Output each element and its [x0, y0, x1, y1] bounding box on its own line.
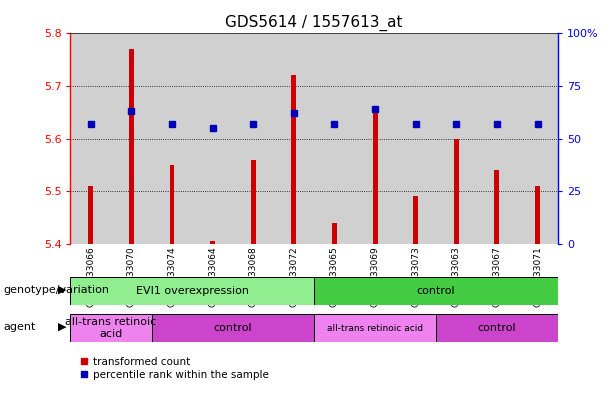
- Text: ▶: ▶: [58, 322, 66, 332]
- Text: agent: agent: [3, 322, 36, 332]
- Text: genotype/variation: genotype/variation: [3, 285, 109, 295]
- Title: GDS5614 / 1557613_at: GDS5614 / 1557613_at: [226, 15, 403, 31]
- Bar: [291, 75, 296, 244]
- Bar: [395, 33, 436, 244]
- Text: control: control: [478, 323, 516, 333]
- Bar: [436, 33, 477, 244]
- Bar: [88, 186, 93, 244]
- Bar: [111, 33, 151, 244]
- Bar: [535, 186, 540, 244]
- Bar: [436, 314, 558, 342]
- Bar: [495, 170, 500, 244]
- Bar: [70, 33, 111, 244]
- Text: control: control: [417, 286, 455, 296]
- Bar: [129, 49, 134, 244]
- Bar: [210, 241, 215, 244]
- Bar: [192, 33, 233, 244]
- Bar: [273, 33, 314, 244]
- Bar: [373, 107, 378, 244]
- Text: all-trans retinoic
acid: all-trans retinoic acid: [66, 318, 157, 339]
- Bar: [454, 139, 459, 244]
- Bar: [170, 165, 175, 244]
- Bar: [332, 222, 337, 244]
- Text: ▶: ▶: [58, 285, 66, 295]
- Bar: [355, 33, 395, 244]
- Bar: [152, 314, 314, 342]
- Bar: [70, 314, 152, 342]
- Text: EVI1 overexpression: EVI1 overexpression: [136, 286, 249, 296]
- Bar: [152, 33, 192, 244]
- Bar: [314, 314, 436, 342]
- Bar: [314, 277, 558, 305]
- Bar: [70, 277, 314, 305]
- Text: all-trans retinoic acid: all-trans retinoic acid: [327, 324, 423, 332]
- Legend: transformed count, percentile rank within the sample: transformed count, percentile rank withi…: [75, 353, 273, 384]
- Bar: [251, 160, 256, 244]
- Bar: [233, 33, 273, 244]
- Bar: [517, 33, 558, 244]
- Text: control: control: [213, 323, 253, 333]
- Bar: [314, 33, 355, 244]
- Bar: [413, 196, 418, 244]
- Bar: [477, 33, 517, 244]
